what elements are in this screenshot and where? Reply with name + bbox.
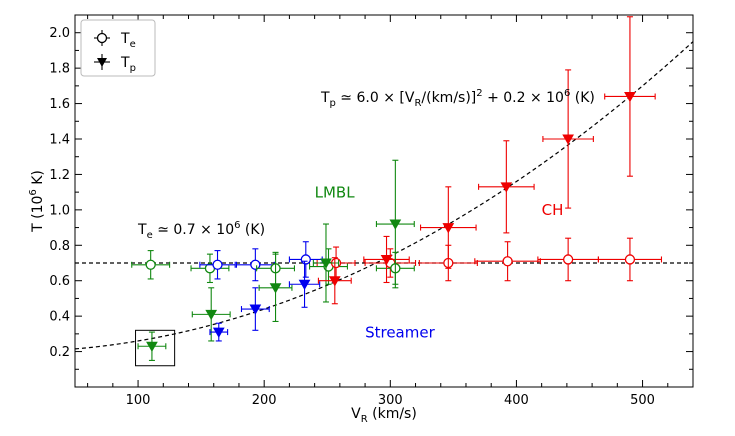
- fit-label-part-0: T: [320, 90, 330, 106]
- te-point-lmbl-0: [145, 259, 156, 270]
- legend-label-sub-0: e: [130, 39, 136, 50]
- tp-point-ch-11: [500, 182, 513, 193]
- te-label-part-1: e: [147, 230, 153, 241]
- x-axis-label: VR (km/s): [351, 406, 417, 425]
- region-label-lmbl: LMBL: [315, 183, 356, 201]
- plot-frame: [74, 14, 694, 388]
- fit-label-part-8: (K): [570, 90, 595, 106]
- tp-point-lmbl-6: [320, 258, 332, 269]
- region-label-streamer: Streamer: [365, 323, 436, 341]
- te-point-streamer-3: [250, 259, 261, 270]
- y-tick-label-3: 0.8: [49, 239, 70, 254]
- legend-label-sub-1: p: [130, 63, 136, 74]
- y-tick-label-7: 1.6: [49, 97, 70, 112]
- te-point-ch-11: [502, 256, 513, 267]
- y-tick-label-5: 1.2: [49, 168, 70, 183]
- tp-point-ch-12: [562, 134, 575, 145]
- legend-label-main-0: T: [120, 31, 130, 47]
- plot-area: 100 200 300 400 500 0.2 0.4 0.6 0.8 1.0 1.2 1.4 1.6 1…: [49, 14, 694, 408]
- te-label-part-3: 6: [234, 220, 240, 231]
- tp-point-streamer-5: [298, 279, 311, 291]
- tp-point-ch-8: [380, 254, 393, 266]
- te-point-streamer-5: [300, 254, 311, 265]
- fit-label-part-1: p: [330, 98, 336, 109]
- highlight-box: [135, 329, 176, 367]
- fit-label-part-3: R: [414, 98, 421, 109]
- tp-point-lmbl-0: [146, 341, 158, 353]
- x-tick-label-400: 400: [504, 393, 529, 408]
- legend-frame: [80, 19, 156, 77]
- te-point-ch-13: [624, 254, 636, 265]
- tp-fit-curve: [75, 41, 693, 350]
- fit-label-part-6: + 0.2 × 10: [483, 90, 564, 106]
- tp-point-streamer-2: [212, 327, 225, 338]
- legend-marker-triangle: [97, 58, 107, 67]
- fit-label-part-4: /(km/s)]: [421, 90, 476, 106]
- fit-label-part-2: ≃ 6.0 × [V: [336, 90, 415, 106]
- x-tick-label-100: 100: [126, 393, 151, 408]
- te-point-streamer-2: [212, 259, 223, 270]
- fit-equation-label: Tp ≃ 6.0 × [VR/(km/s)]2 + 0.2 × 106 (K): [320, 88, 595, 109]
- legend-marker-circle: [96, 32, 108, 44]
- x-tick-label-300: 300: [378, 393, 403, 408]
- x-tick-label-200: 200: [252, 393, 277, 408]
- y-axis-label: T (106 K): [28, 170, 46, 233]
- y-tick-label-0: 0.2: [49, 345, 70, 360]
- plot-data-layer: [75, 16, 693, 367]
- tp-point-ch-13: [624, 91, 636, 103]
- tp-point-ch-7: [328, 276, 341, 287]
- te-label-part-2: ≃ 0.7 × 10: [153, 222, 234, 238]
- legend-label-1: Tp: [120, 55, 136, 74]
- te-label-part-0: T: [137, 222, 147, 238]
- tp-point-streamer-3: [249, 304, 262, 315]
- tp-point-lmbl-9: [389, 219, 402, 230]
- te-equation-label: Te ≃ 0.7 × 106 (K): [137, 220, 265, 241]
- te-label-part-4: (K): [240, 222, 265, 238]
- fit-label-part-5: 2: [476, 88, 482, 99]
- tp-point-lmbl-4: [269, 283, 282, 294]
- te-point-ch-12: [562, 254, 574, 265]
- y-tick-label-9: 2.0: [49, 26, 70, 41]
- legend-label-main-1: T: [120, 55, 130, 71]
- y-tick-label-6: 1.4: [49, 133, 70, 148]
- region-label-ch: CH: [542, 201, 564, 219]
- fit-label-part-7: 6: [564, 88, 570, 99]
- x-tick-label-500: 500: [630, 393, 655, 408]
- tp-point-ch-10: [442, 223, 455, 234]
- y-tick-label-8: 1.8: [49, 62, 70, 77]
- legend-label-0: Te: [120, 31, 136, 50]
- y-tick-label-2: 0.6: [49, 274, 70, 289]
- y-tick-label-1: 0.4: [49, 310, 70, 325]
- y-tick-label-4: 1.0: [49, 203, 70, 218]
- tp-point-lmbl-1: [205, 309, 218, 321]
